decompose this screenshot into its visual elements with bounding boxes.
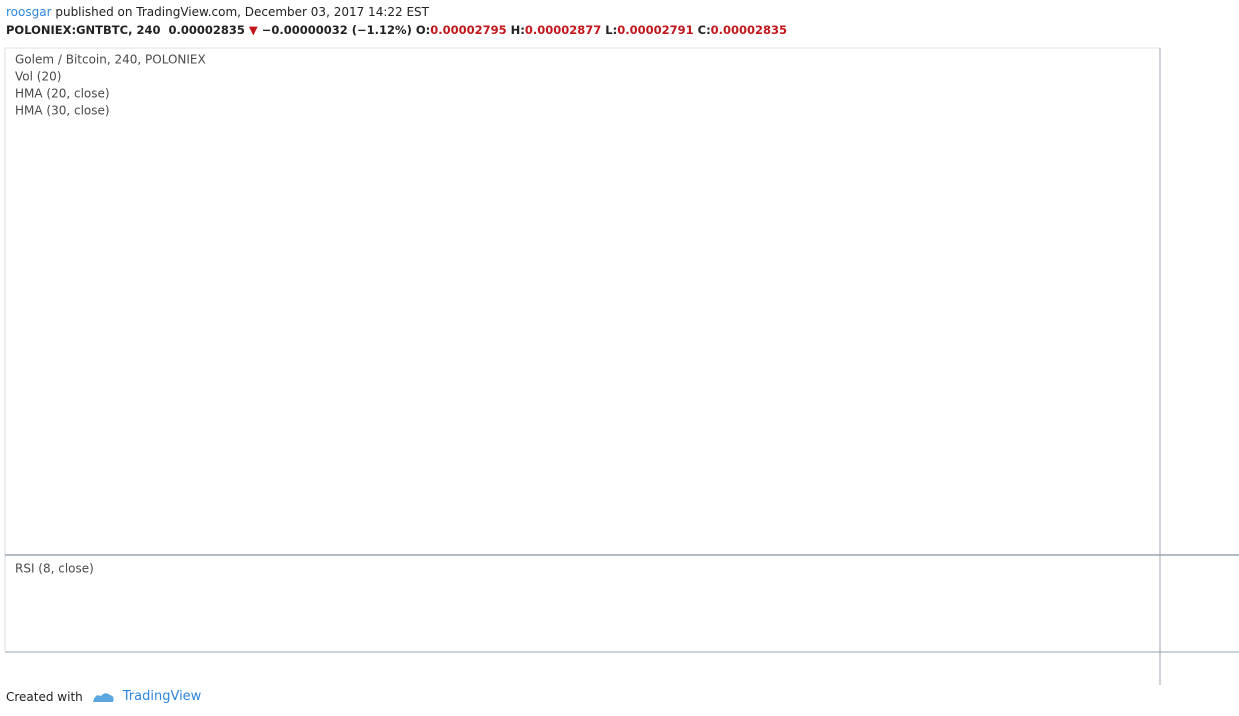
legend-hma30: HMA (30, close) [15, 104, 110, 118]
legend-hma20: HMA (20, close) [15, 87, 110, 101]
ohlc-value: 0.00002791 [617, 23, 694, 37]
header-line: POLONIEX:GNTBTC, 240 0.00002835 ▼ −0.000… [6, 21, 787, 39]
legend-volume: Vol (20) [15, 70, 61, 84]
ohlc-label: O: [415, 23, 431, 37]
chart-title: Golem / Bitcoin, 240, POLONIEX [15, 53, 206, 67]
author[interactable]: roosgar [6, 5, 52, 19]
chart-frame [4, 47, 1161, 653]
ohlc-value: 0.00002795 [430, 23, 507, 37]
published: published on TradingView.com, December 0… [55, 5, 429, 19]
legend-rsi: RSI (8, close) [15, 562, 94, 576]
ohlc-label: L: [605, 23, 618, 37]
arrow: ▼ [248, 23, 258, 37]
symbol: POLONIEX:GNTBTC, 240 [6, 23, 161, 37]
created: Created with [6, 689, 83, 704]
logo [92, 692, 114, 702]
ohlc-value: 0.00002835 [710, 23, 788, 37]
footer: Created with TradingView [6, 689, 201, 704]
ohlc-label: H: [510, 23, 525, 37]
last: 0.00002835 [168, 23, 245, 37]
ohlc-label: C: [697, 23, 711, 37]
brand[interactable]: TradingView [122, 689, 202, 704]
change: −0.00000032 (−1.12%) [261, 23, 412, 37]
header-line: roosgar published on TradingView.com, De… [6, 3, 787, 21]
header: roosgar published on TradingView.com, De… [6, 3, 787, 39]
ohlc-value: 0.00002877 [524, 23, 602, 37]
